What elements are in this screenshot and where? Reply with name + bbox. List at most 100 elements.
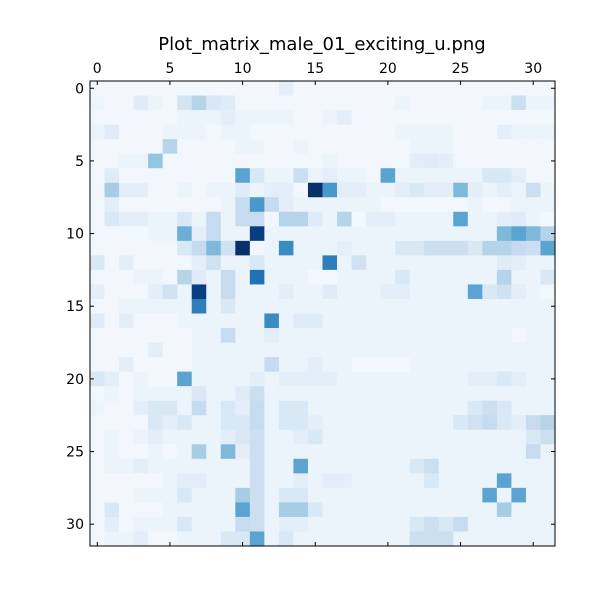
heatmap-cell [191,269,207,285]
heatmap-cell [438,95,454,111]
heatmap-cell [293,139,309,155]
x-tick-label: 5 [165,61,174,77]
heatmap-cell [438,197,454,213]
heatmap-cell [104,284,120,300]
heatmap-cell [177,328,193,343]
heatmap-cell [307,269,323,285]
heatmap-cell [467,168,483,184]
heatmap-cell [177,400,193,416]
heatmap-cell [278,502,294,518]
heatmap-cell [177,386,193,402]
heatmap-cell [278,487,294,503]
heatmap-cell [206,110,222,125]
heatmap-cell [482,284,498,300]
heatmap-cell [90,182,105,198]
heatmap-cell [191,502,207,518]
heatmap-cell [496,400,512,416]
heatmap-cell [409,473,425,489]
heatmap-cell [235,168,251,184]
heatmap-cell [235,357,251,372]
heatmap-cell [148,139,164,155]
heatmap-cell [453,400,469,416]
heatmap-cell [133,473,149,489]
heatmap-cell [395,502,411,518]
heatmap-cell [206,502,222,518]
heatmap-cell [307,313,323,329]
heatmap-cell [511,284,527,300]
heatmap-cell [119,168,134,184]
heatmap-cell [307,110,323,125]
heatmap-cell [380,487,396,503]
heatmap-cell [162,400,178,416]
heatmap-cell [162,284,178,300]
heatmap-cell [307,487,323,503]
heatmap-cell [235,400,251,416]
heatmap-cell [264,415,280,431]
heatmap-cell [525,371,541,387]
heatmap-cell [235,153,251,169]
heatmap-cell [380,531,396,547]
heatmap-cell [525,502,541,518]
heatmap-cell [264,168,280,184]
heatmap-cell [119,444,134,460]
heatmap-cell [162,95,178,111]
heatmap-cell [540,211,556,227]
heatmap-cell [264,429,280,445]
heatmap-cell [148,124,164,140]
heatmap-cell [409,110,425,125]
heatmap-cell [307,502,323,518]
heatmap-cell [264,240,280,256]
heatmap-cell [307,284,323,300]
heatmap-cell [438,110,454,125]
heatmap-cell [380,473,396,489]
heatmap-cell [90,313,105,329]
heatmap-cell [482,313,498,329]
heatmap-cell [133,269,149,285]
heatmap-cell [380,386,396,402]
heatmap-cell [337,429,352,445]
heatmap-cell [366,531,381,547]
heatmap-cell [191,400,207,416]
heatmap-cell [177,357,193,372]
heatmap-cell [540,153,556,169]
heatmap-cell [104,458,120,474]
heatmap-cell [90,429,105,445]
heatmap-cell [119,313,134,329]
y-tick-label: 5 [75,154,84,170]
heatmap-cell [307,342,323,358]
heatmap-cell [438,124,454,140]
heatmap-cell [482,444,498,460]
heatmap-cell [351,473,367,489]
heatmap-cell [438,139,454,155]
heatmap-cell [220,386,236,402]
heatmap-cell [177,124,193,140]
heatmap-cell [249,357,265,372]
heatmap-cell [191,313,207,329]
heatmap-cell [133,298,149,314]
heatmap-cell [322,487,338,503]
heatmap-cell [264,182,280,198]
heatmap-cell [133,458,149,474]
heatmap-cell [511,168,527,184]
heatmap-cell [337,110,352,125]
heatmap-cell [395,168,411,184]
heatmap-cell [119,81,134,96]
heatmap-cell [249,153,265,169]
heatmap-cell [453,226,469,242]
heatmap-cell [119,458,134,474]
heatmap-cell [191,255,207,271]
heatmap-cell [540,81,556,96]
heatmap-cell [293,298,309,314]
heatmap-cell [337,531,352,547]
heatmap-cell [90,124,105,140]
heatmap-cell [206,298,222,314]
heatmap-cell [278,458,294,474]
heatmap-cell [104,328,120,343]
heatmap-cell [278,226,294,242]
heatmap-cell [119,284,134,300]
heatmap-cell [540,429,556,445]
heatmap-cell [366,473,381,489]
heatmap-cell [525,444,541,460]
heatmap-cell [177,139,193,155]
heatmap-cell [337,139,352,155]
